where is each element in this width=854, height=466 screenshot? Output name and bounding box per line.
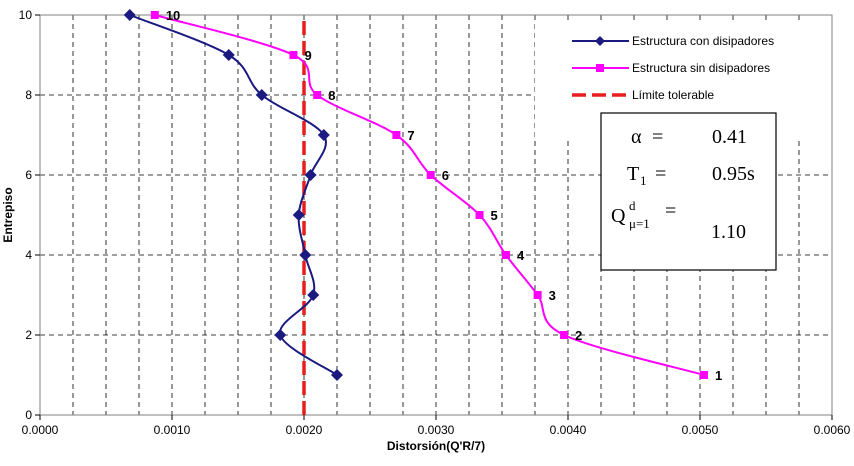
- point-label: 5: [491, 208, 498, 223]
- alpha-symbol: α: [631, 126, 642, 148]
- x-tick-label: 0.0000: [22, 423, 59, 437]
- data-point-diamond: [331, 369, 343, 381]
- q-value: 1.10: [711, 221, 746, 243]
- x-axis-title: Distorsión(Q'R/7): [387, 439, 485, 453]
- y-tick-label: 10: [19, 8, 33, 22]
- data-point-square: [560, 331, 569, 339]
- alpha-value: 0.41: [712, 126, 747, 148]
- x-tick-label: 0.0020: [286, 423, 323, 437]
- point-label: 10: [166, 8, 180, 23]
- y-axis-ticks: 0 2 4 6 8 10: [19, 8, 40, 422]
- data-point-square: [699, 371, 708, 379]
- point-label: 8: [328, 88, 335, 103]
- series-line-0: [129, 14, 338, 376]
- series: [123, 9, 708, 415]
- x-tick-label: 0.0060: [814, 423, 851, 437]
- data-point-square: [426, 171, 435, 179]
- point-label: 9: [304, 48, 311, 63]
- data-point-diamond: [307, 289, 320, 301]
- x-tick-label: 0.0010: [154, 423, 191, 437]
- point-label: 2: [575, 328, 582, 343]
- data-point-square: [533, 291, 542, 299]
- q-symbol: Q: [611, 205, 626, 227]
- y-axis-title: Entrepiso: [1, 187, 15, 242]
- q-superscript: d: [629, 198, 636, 213]
- point-labels: 1 2 3 4 5 6 7 8 9 10: [166, 8, 722, 383]
- t-subscript: 1: [640, 173, 647, 188]
- point-label: 4: [517, 248, 525, 263]
- x-tick-label: 0.0030: [418, 423, 455, 437]
- data-point-diamond: [274, 329, 287, 341]
- series-line-1: [154, 14, 705, 376]
- t-value: 0.95s: [712, 163, 755, 185]
- data-point-diamond: [255, 89, 268, 101]
- legend-marker-square: [596, 64, 604, 72]
- y-tick-label: 6: [25, 168, 32, 182]
- data-point-square: [289, 51, 298, 59]
- t-symbol: T: [627, 163, 639, 185]
- q-subscript: μ=1: [629, 216, 650, 231]
- data-point-square: [475, 211, 484, 219]
- y-tick-label: 4: [25, 248, 32, 262]
- info-box-frame: [600, 112, 777, 271]
- data-point-diamond: [292, 209, 305, 221]
- legend-label: Estructura sin disipadores: [632, 61, 770, 75]
- t-equals: =: [655, 163, 666, 185]
- info-box: α = 0.41 T 1 = 0.95s Q d μ=1 = 1.10: [600, 112, 777, 271]
- y-tick-label: 0: [25, 408, 32, 422]
- point-label: 1: [715, 368, 722, 383]
- data-point-diamond: [123, 9, 136, 21]
- data-point-diamond: [222, 49, 235, 61]
- alpha-equals: =: [652, 126, 663, 148]
- legend-label: Estructura con disipadores: [632, 34, 774, 48]
- y-tick-label: 2: [25, 328, 32, 342]
- x-axis-ticks: 0.0000 0.0010 0.0020 0.0030 0.0040 0.0050 0.00…: [22, 415, 851, 437]
- q-equals: =: [665, 200, 676, 222]
- data-point-diamond: [304, 169, 317, 181]
- data-point-square: [501, 251, 510, 259]
- legend-marker-diamond: [595, 36, 605, 46]
- x-tick-label: 0.0040: [550, 423, 587, 437]
- data-point-square: [150, 11, 159, 19]
- data-point-square: [392, 131, 401, 139]
- point-label: 7: [407, 128, 414, 143]
- legend-label: Límite tolerable: [632, 88, 714, 102]
- data-point-square: [313, 91, 322, 99]
- data-point-diamond: [317, 129, 330, 141]
- data-point-diamond: [299, 249, 312, 261]
- point-label: 6: [442, 168, 449, 183]
- x-tick-label: 0.0050: [682, 423, 719, 437]
- point-label: 3: [549, 288, 556, 303]
- y-tick-label: 8: [25, 88, 32, 102]
